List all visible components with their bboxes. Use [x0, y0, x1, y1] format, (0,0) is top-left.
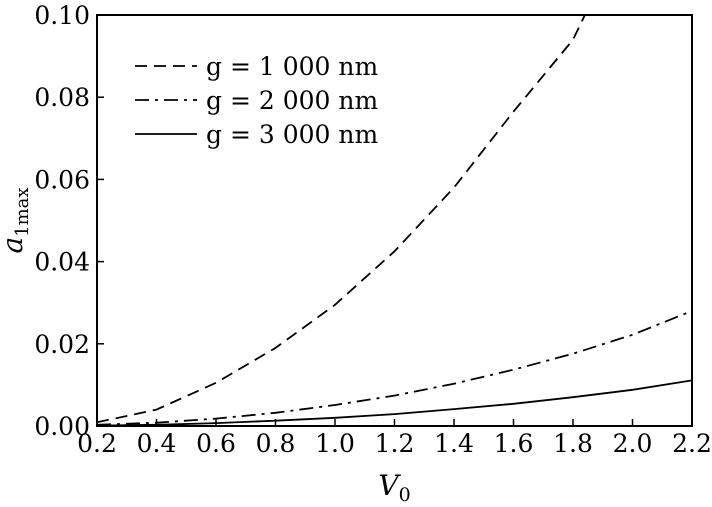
- plot-marks: [96, 14, 693, 427]
- plot-frame: [96, 14, 693, 427]
- series-line-2: [96, 310, 693, 426]
- x-tick-label: 0.8: [256, 429, 296, 458]
- y-axis-title-sub: 1max: [12, 187, 33, 236]
- x-axis-title-main: V: [378, 469, 401, 502]
- y-tick-label: 0.06: [34, 165, 90, 194]
- legend-label-3: g = 3 000 nm: [206, 120, 378, 149]
- y-axis-title-main: a: [0, 237, 29, 254]
- x-tick-label: 2.0: [613, 429, 653, 458]
- x-tick-label: 1.2: [375, 429, 415, 458]
- x-axis-title: V0: [378, 469, 410, 506]
- x-tick-label: 1.8: [553, 429, 593, 458]
- y-axis-ticks: 0.00 0.02 0.04 0.06 0.08 0.10: [34, 1, 104, 441]
- y-axis-title: a1max: [0, 187, 33, 253]
- series-line-3: [96, 379, 693, 427]
- y-tick-label: 0.10: [34, 1, 90, 30]
- x-tick-label: 1.6: [494, 429, 534, 458]
- series-line-1: [96, 14, 586, 424]
- x-tick-label: 1.0: [315, 429, 355, 458]
- x-tick-label: 0.2: [77, 429, 117, 458]
- x-tick-label: 0.4: [137, 429, 177, 458]
- x-tick-label: 1.4: [434, 429, 474, 458]
- legend: g = 1 000 nm g = 2 000 nm g = 3 000 nm: [135, 52, 378, 149]
- y-tick-label: 0.00: [34, 412, 90, 441]
- x-tick-label: 2.2: [672, 429, 712, 458]
- x-axis-ticks: 0.2 0.4 0.6 0.8 1.0 1.2 1.4 1.6 1.8 2.0 2.2: [77, 419, 712, 458]
- x-tick-label: 0.6: [196, 429, 236, 458]
- legend-label-1: g = 1 000 nm: [206, 52, 378, 81]
- x-axis-title-sub: 0: [399, 484, 411, 506]
- y-tick-label: 0.02: [34, 330, 90, 359]
- legend-label-2: g = 2 000 nm: [206, 86, 378, 115]
- y-tick-label: 0.08: [34, 83, 90, 112]
- y-tick-label: 0.04: [34, 248, 90, 277]
